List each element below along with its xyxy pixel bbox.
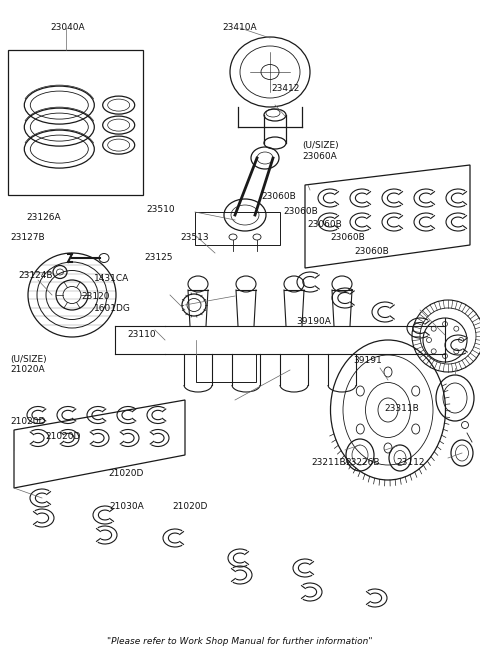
Text: 23060B: 23060B bbox=[262, 192, 296, 201]
Text: 23513: 23513 bbox=[180, 233, 209, 242]
Text: 23226B: 23226B bbox=[346, 458, 380, 467]
Text: 23311B: 23311B bbox=[384, 403, 419, 413]
Text: 23510: 23510 bbox=[146, 205, 175, 215]
Bar bbox=[8, 50, 143, 195]
Text: 23126A: 23126A bbox=[26, 213, 61, 222]
Text: 23060B: 23060B bbox=[307, 220, 342, 229]
Text: 23060B: 23060B bbox=[283, 207, 318, 216]
Text: 23120: 23120 bbox=[82, 292, 110, 301]
Text: 21030A: 21030A bbox=[109, 502, 144, 511]
Text: 23060B: 23060B bbox=[354, 247, 389, 256]
Text: 21020D: 21020D bbox=[46, 432, 81, 441]
Text: 23060A: 23060A bbox=[302, 152, 337, 161]
Text: 21020D: 21020D bbox=[11, 417, 46, 426]
Text: 23410A: 23410A bbox=[223, 23, 257, 32]
Text: 21020D: 21020D bbox=[173, 502, 208, 511]
Text: 39190A: 39190A bbox=[297, 317, 332, 326]
Text: 23211B: 23211B bbox=[311, 458, 346, 467]
Text: "Please refer to Work Shop Manual for further information": "Please refer to Work Shop Manual for fu… bbox=[107, 638, 373, 647]
Text: 23112: 23112 bbox=[396, 458, 424, 467]
Text: 21020A: 21020A bbox=[11, 365, 45, 375]
Text: 23125: 23125 bbox=[144, 253, 172, 262]
Text: 23060B: 23060B bbox=[330, 233, 365, 242]
Text: 1431CA: 1431CA bbox=[94, 274, 129, 283]
Text: 23110: 23110 bbox=[127, 330, 156, 339]
Text: 21020D: 21020D bbox=[108, 469, 144, 478]
Text: 23412: 23412 bbox=[271, 84, 300, 93]
Text: (U/SIZE): (U/SIZE) bbox=[302, 141, 339, 150]
Text: 39191: 39191 bbox=[353, 356, 382, 365]
Text: 23124B: 23124B bbox=[18, 271, 53, 280]
Text: 23127B: 23127B bbox=[11, 233, 45, 242]
Text: (U/SIZE): (U/SIZE) bbox=[11, 355, 47, 364]
Text: 23040A: 23040A bbox=[50, 23, 84, 32]
Text: 1601DG: 1601DG bbox=[94, 304, 131, 313]
